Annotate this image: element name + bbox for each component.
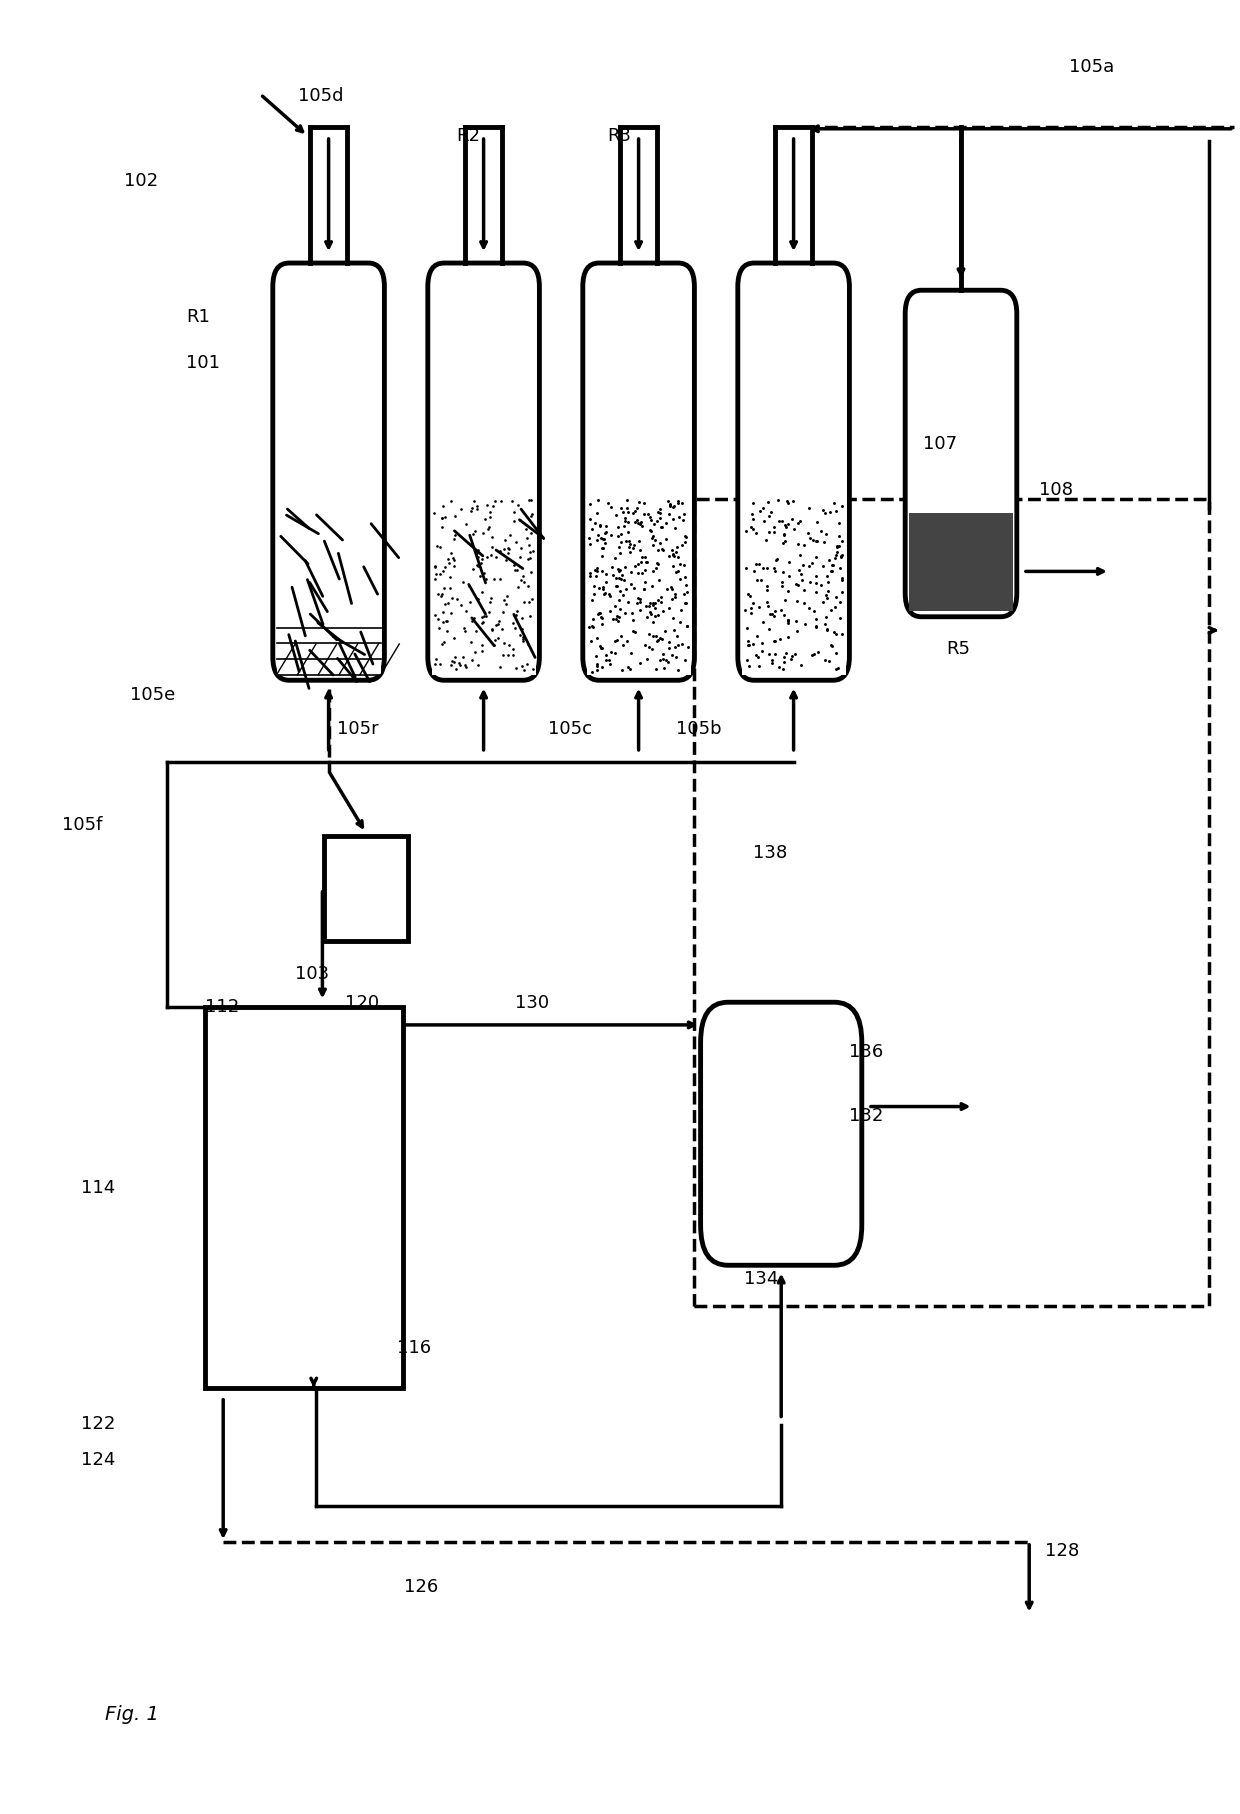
Text: R1: R1 (186, 308, 210, 327)
Text: 132: 132 (849, 1107, 884, 1125)
Text: 105f: 105f (62, 816, 103, 834)
Text: 114: 114 (81, 1179, 115, 1197)
Text: 105d: 105d (298, 87, 343, 105)
FancyBboxPatch shape (701, 1001, 862, 1266)
Text: R2: R2 (456, 127, 480, 145)
Text: 108: 108 (1039, 481, 1073, 499)
Text: 105r: 105r (337, 720, 379, 738)
Text: 102: 102 (124, 172, 159, 190)
Text: R3: R3 (608, 127, 631, 145)
Text: 103: 103 (295, 965, 330, 983)
Text: R4: R4 (781, 640, 805, 658)
FancyBboxPatch shape (583, 263, 694, 680)
Text: 130: 130 (515, 994, 549, 1012)
Text: 136: 136 (849, 1043, 884, 1061)
Text: R5: R5 (946, 640, 970, 658)
Text: 122: 122 (81, 1415, 115, 1433)
FancyBboxPatch shape (428, 263, 539, 680)
Bar (277, 492, 381, 675)
Text: 112: 112 (205, 998, 239, 1016)
Text: 128: 128 (1045, 1542, 1080, 1560)
FancyBboxPatch shape (905, 290, 1017, 617)
Text: 126: 126 (404, 1578, 439, 1596)
Text: 124: 124 (81, 1451, 115, 1469)
Bar (432, 492, 536, 675)
Text: 105b: 105b (676, 720, 722, 738)
Bar (324, 836, 408, 941)
Text: 101: 101 (186, 354, 219, 372)
Bar (205, 1007, 403, 1388)
Text: 105a: 105a (1069, 58, 1114, 76)
Text: 138: 138 (753, 844, 787, 862)
Text: 105e: 105e (130, 686, 175, 704)
Text: 134: 134 (744, 1270, 779, 1288)
FancyBboxPatch shape (273, 263, 384, 680)
Text: 105c: 105c (548, 720, 591, 738)
Text: 120: 120 (345, 994, 379, 1012)
Bar (587, 492, 691, 675)
Text: 116: 116 (397, 1339, 432, 1357)
Bar (909, 513, 1013, 611)
Text: Fig. 1: Fig. 1 (105, 1705, 159, 1723)
Text: 107: 107 (923, 435, 957, 454)
FancyBboxPatch shape (738, 263, 849, 680)
Bar (694, 499, 1209, 1306)
Bar (742, 492, 846, 675)
